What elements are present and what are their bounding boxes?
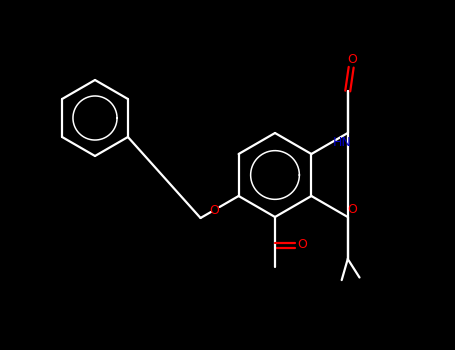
Text: O: O bbox=[297, 238, 307, 252]
Text: O: O bbox=[209, 203, 219, 217]
Text: HN: HN bbox=[332, 136, 351, 149]
Text: O: O bbox=[347, 203, 357, 216]
Text: O: O bbox=[347, 53, 357, 66]
